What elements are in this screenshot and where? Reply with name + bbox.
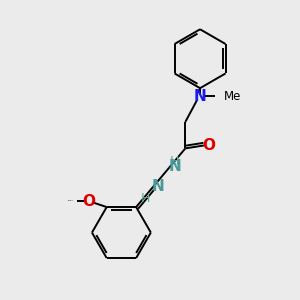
Text: Me: Me xyxy=(224,90,241,103)
Text: methoxy: methoxy xyxy=(68,200,74,201)
Text: N: N xyxy=(194,89,206,104)
Text: N: N xyxy=(152,179,165,194)
Text: O: O xyxy=(202,138,215,153)
Text: H: H xyxy=(170,154,179,168)
Text: O: O xyxy=(82,194,95,209)
Text: O: O xyxy=(70,200,71,201)
Text: N: N xyxy=(168,160,181,175)
Text: H: H xyxy=(141,192,150,205)
